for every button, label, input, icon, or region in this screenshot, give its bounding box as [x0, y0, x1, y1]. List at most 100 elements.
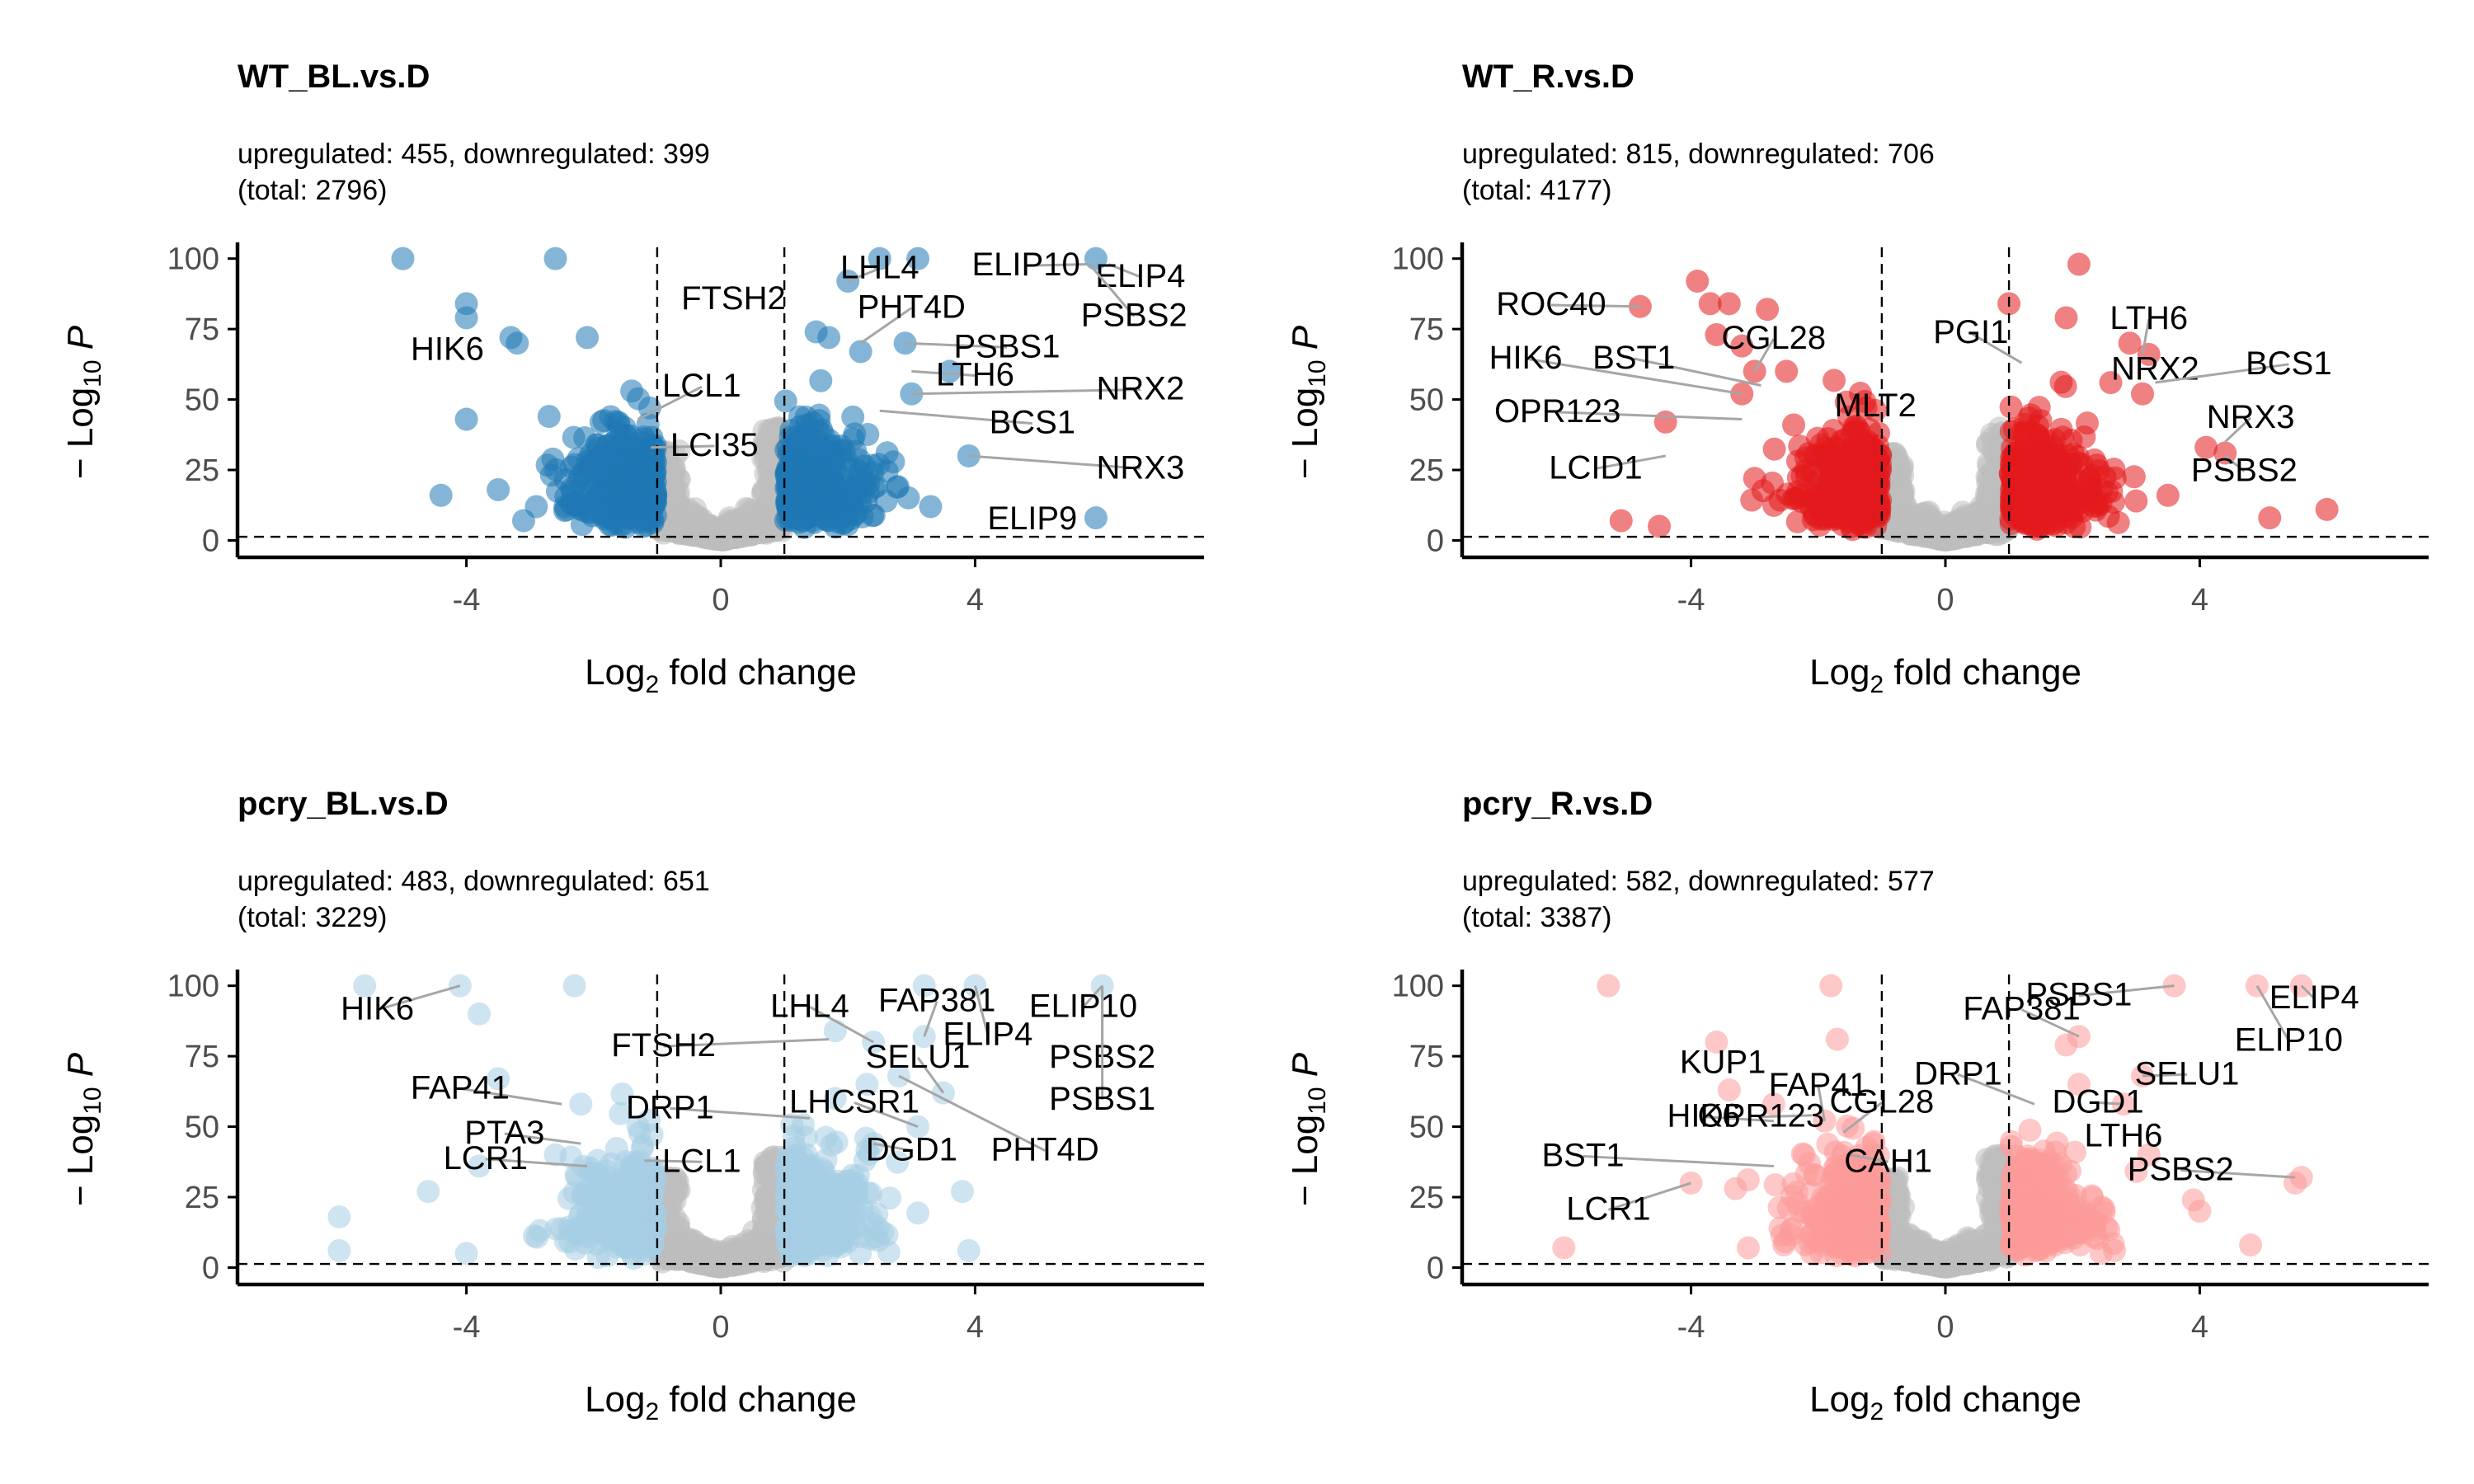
gene-label: LTH6 [936, 356, 1014, 392]
gene-label: CGL28 [1721, 320, 1826, 356]
point-significant [581, 477, 604, 500]
point-significant [576, 326, 600, 350]
point-significant [2053, 374, 2077, 398]
point-significant [2106, 510, 2130, 534]
point-significant [1743, 467, 1766, 491]
y-tick-label: 75 [185, 312, 219, 347]
point-significant [454, 407, 478, 431]
point-significant [819, 450, 843, 474]
point-significant [511, 509, 535, 533]
gene-label: NRX3 [2207, 399, 2295, 435]
point-significant [2315, 497, 2339, 521]
gene-label: LTH6 [2109, 300, 2188, 336]
y-tick-label: 0 [1427, 524, 1444, 558]
point-significant [1609, 509, 1633, 533]
gene-label: LCID1 [1549, 449, 1642, 486]
y-tick-label: 75 [1409, 312, 1444, 347]
point-significant [830, 506, 854, 530]
point-significant [1775, 359, 1799, 383]
y-tick-label: 25 [185, 453, 219, 488]
gene-label: PSBS2 [2191, 453, 2298, 489]
point-significant [600, 1152, 623, 1176]
gene-label: ELIP10 [971, 247, 1079, 283]
panel-title: pcry_BL.vs.D [238, 786, 449, 822]
y-axis-title: − Log10 P [60, 325, 106, 479]
y-tick-label: 100 [167, 242, 219, 277]
point-significant [796, 485, 820, 509]
x-tick-label: 4 [2191, 583, 2208, 618]
panel-title: WT_R.vs.D [1462, 59, 1634, 95]
panel-subtitle-counts: upregulated: 815, downregulated: 706 [1462, 139, 1935, 170]
x-tick-label: -4 [453, 583, 481, 618]
point-significant [849, 340, 872, 364]
point-significant [2056, 498, 2080, 522]
point-significant [2046, 465, 2070, 489]
point-significant [1813, 505, 1837, 529]
point-significant [2124, 489, 2148, 513]
point-significant [454, 306, 478, 330]
gene-label: FTSH2 [681, 280, 786, 317]
gene-label: LCL1 [662, 368, 741, 404]
point-significant [620, 379, 644, 403]
point-significant [589, 1220, 613, 1244]
gene-label: ELIP9 [987, 500, 1077, 537]
point-significant [896, 486, 920, 510]
point-significant [2054, 306, 2078, 330]
point-significant [1855, 496, 1879, 520]
x-axis-title: Log2 fold change [585, 652, 857, 698]
point-nonsignificant [713, 519, 736, 543]
panel-2: WT_R.vs.D upregulated: 815, downregulated… [1285, 59, 2429, 698]
point-significant [539, 463, 563, 487]
point-nonsignificant [705, 1250, 729, 1274]
point-significant [604, 410, 628, 434]
point-significant [1648, 514, 1672, 538]
x-axis-title: Log2 fold change [1809, 652, 2081, 698]
panel-subtitle-total: (total: 4177) [1462, 175, 1611, 206]
point-significant [1084, 506, 1108, 530]
point-significant [2156, 483, 2180, 507]
gene-label: NRX2 [1097, 371, 1185, 407]
point-significant [2067, 252, 2091, 276]
x-tick-label: -4 [1677, 583, 1705, 618]
point-significant [2258, 506, 2282, 530]
point-nonsignificant [752, 1159, 776, 1183]
point-significant [537, 405, 561, 429]
point-nonsignificant [667, 1228, 691, 1252]
y-tick-label: 50 [185, 383, 219, 418]
point-significant [2024, 436, 2048, 460]
point-significant [1795, 465, 1819, 489]
point-significant [1999, 420, 2023, 444]
point-significant [558, 1230, 582, 1254]
gene-label: PGI1 [1933, 314, 2008, 350]
point-significant [597, 1196, 621, 1220]
gene-label: MLT2 [1835, 387, 1917, 424]
panel-title: WT_BL.vs.D [238, 59, 430, 95]
point-significant [1743, 359, 1766, 383]
point-significant [1816, 427, 1840, 451]
point-significant [1851, 430, 1875, 454]
point-significant [1756, 298, 1780, 322]
point-significant [1686, 270, 1710, 294]
point-nonsignificant [1978, 519, 2002, 542]
point-significant [576, 1199, 600, 1223]
point-significant [919, 495, 943, 519]
point-significant [562, 425, 586, 449]
point-significant [487, 477, 510, 501]
gene-label: PSBS2 [1081, 298, 1188, 334]
point-significant [788, 405, 811, 429]
y-tick-label: 25 [1409, 453, 1444, 488]
y-tick-label: 100 [1392, 242, 1444, 277]
x-tick-label: 4 [967, 583, 984, 618]
y-tick-label: 0 [202, 524, 219, 558]
point-significant [2019, 467, 2043, 491]
point-significant [1762, 437, 1786, 461]
point-significant [1788, 434, 1812, 458]
point-nonsignificant [754, 1223, 778, 1247]
point-significant [809, 369, 833, 392]
points-layer [391, 247, 1108, 552]
panel-subtitle-counts: upregulated: 455, downregulated: 399 [238, 139, 710, 170]
gene-label: HIK6 [1489, 340, 1563, 376]
gene-label: BCS1 [2246, 345, 2332, 382]
x-tick-label: 0 [1936, 583, 1954, 618]
